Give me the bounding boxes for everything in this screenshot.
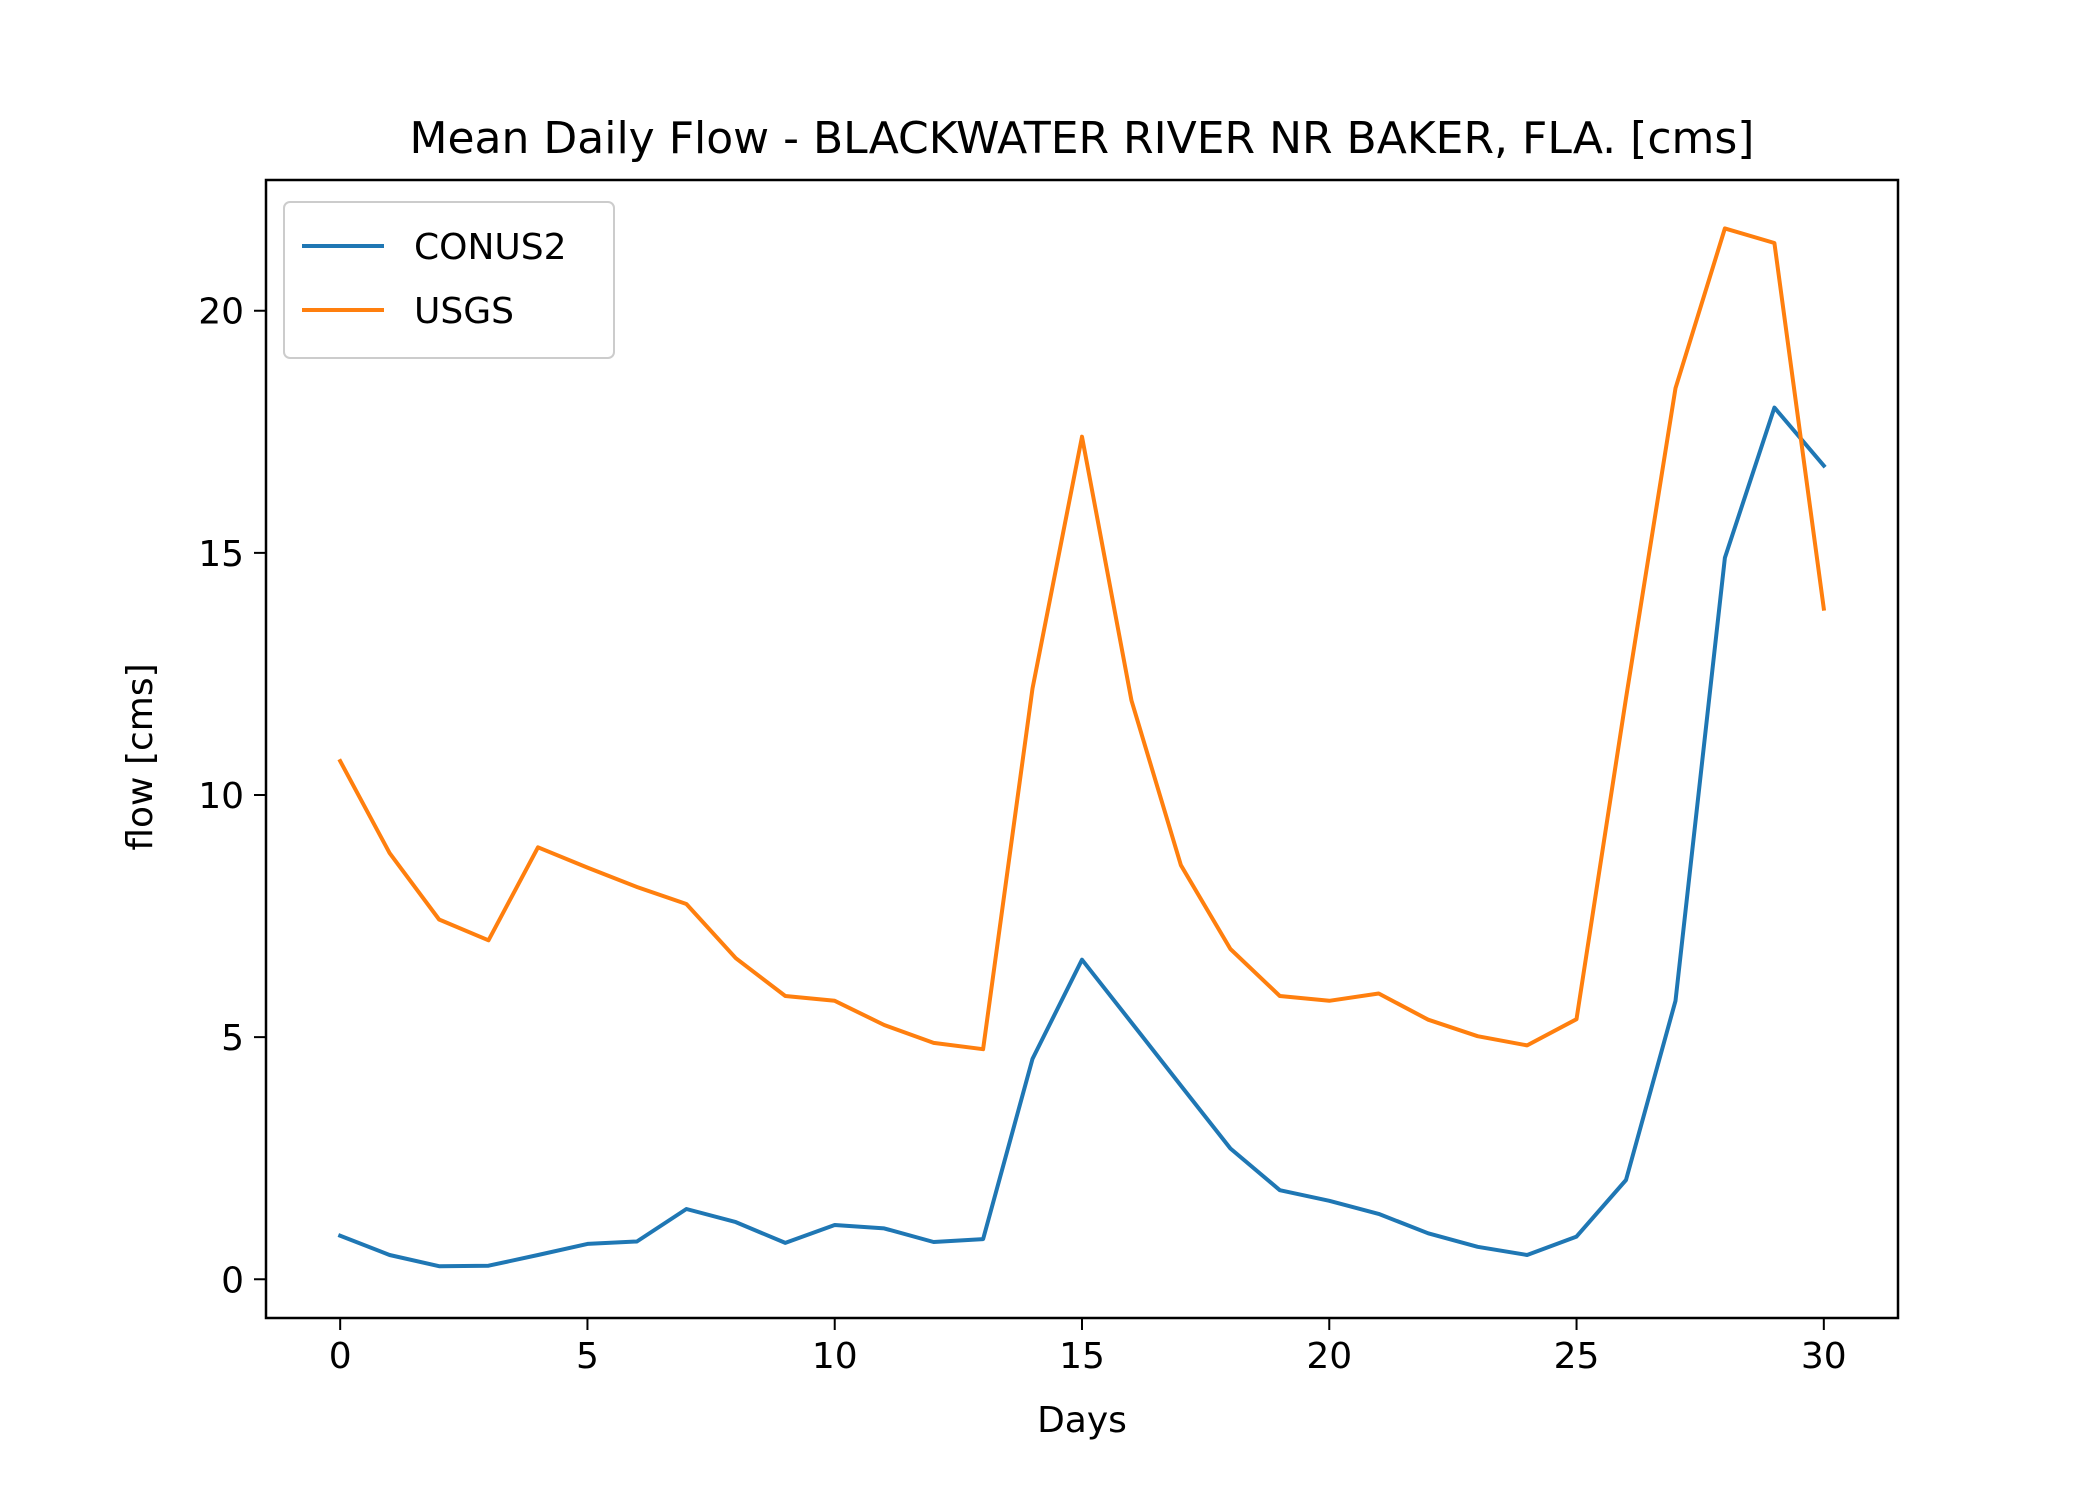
x-tick-label: 20 (1306, 1336, 1352, 1377)
series-line-usgs (337, 226, 1827, 1052)
chart-title: Mean Daily Flow - BLACKWATER RIVER NR BA… (410, 113, 1755, 164)
x-tick-label: 10 (812, 1336, 858, 1377)
x-tick-label: 0 (329, 1336, 352, 1377)
plot-area: 0 5 10 15 20 25 30 0 5 10 15 20 CONUS2 USGS (198, 178, 1900, 1377)
legend-box (283, 201, 615, 359)
x-tick-label: 15 (1059, 1336, 1105, 1377)
x-axis-label: Days (1037, 1400, 1127, 1441)
legend-label-conus2: CONUS2 (414, 227, 567, 268)
y-tick-label: 0 (221, 1260, 244, 1301)
y-axis-label: flow [cms] (120, 663, 161, 850)
series-line-conus2 (337, 405, 1827, 1269)
y-tick-label: 5 (221, 1018, 244, 1059)
y-tick-label: 10 (198, 776, 244, 817)
legend-label-usgs: USGS (414, 291, 514, 332)
x-tick-label: 25 (1554, 1336, 1600, 1377)
y-tick-label: 20 (198, 292, 244, 333)
y-tick-label: 15 (198, 534, 244, 575)
x-tick-label: 30 (1801, 1336, 1847, 1377)
x-tick-label: 5 (576, 1336, 599, 1377)
